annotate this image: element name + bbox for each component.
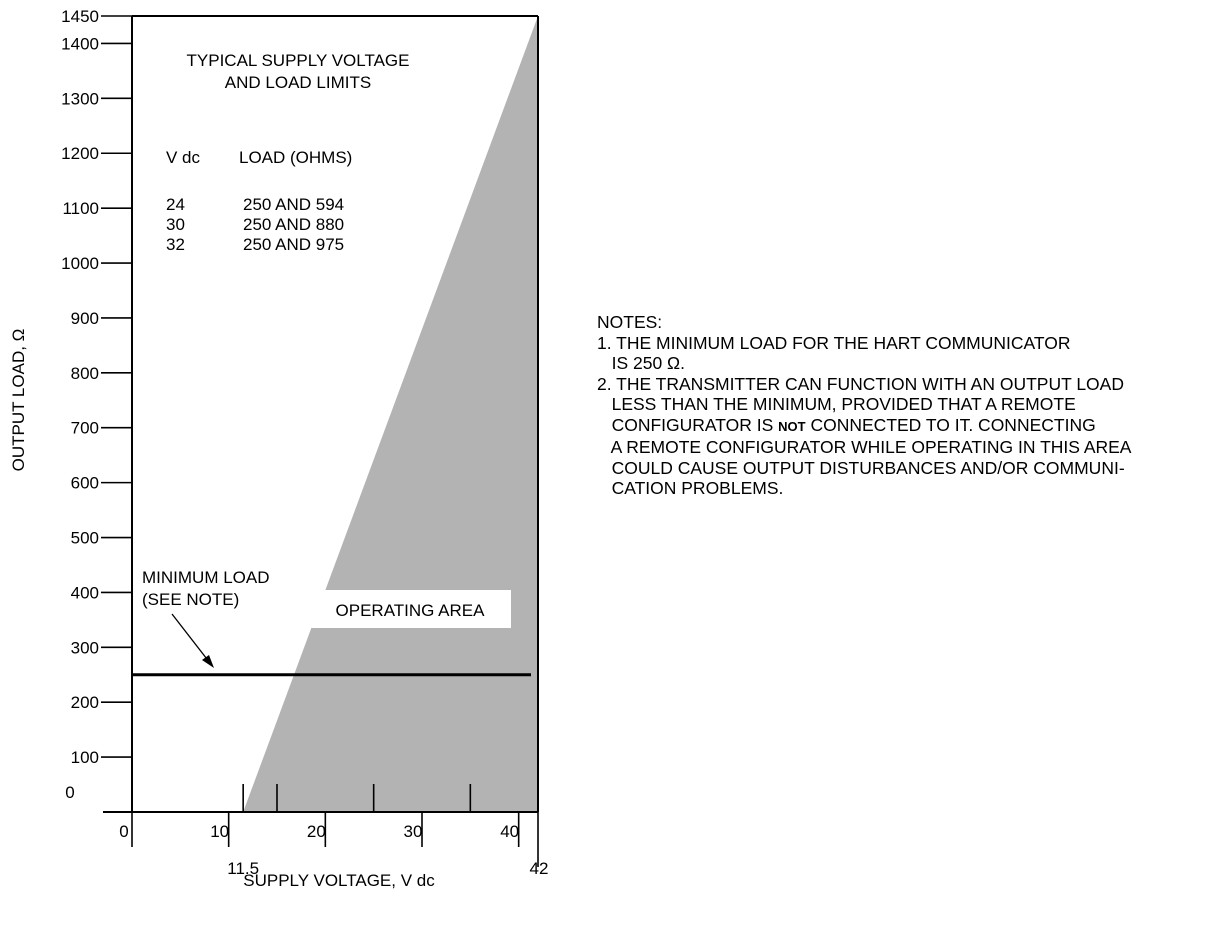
y-tick-label-500: 500 (71, 529, 99, 548)
x-tick-label-11.5: 11.5 (227, 859, 259, 878)
y-tick-label-900: 900 (71, 309, 99, 328)
y-axis-title: OUTPUT LOAD, Ω (9, 329, 28, 472)
x-tick-label-10: 10 (210, 822, 229, 841)
y-tick-label-100: 100 (71, 748, 99, 767)
note-2-line-6: CATION PROBLEMS. (597, 478, 784, 498)
y-tick-label-1400: 1400 (61, 34, 99, 53)
y-tick-label-0: 0 (65, 783, 74, 802)
note-1-line-1: 1. THE MINIMUM LOAD FOR THE HART COMMUNI… (597, 332, 1071, 353)
min-load-label-line-1: MINIMUM LOAD (142, 568, 270, 587)
operating-area-layer (243, 16, 538, 812)
y-tick-label-700: 700 (71, 419, 99, 438)
notes-block: NOTES: 1. THE MINIMUM LOAD FOR THE HART … (597, 312, 1227, 499)
note-2-line-3-start: CONFIGURATOR IS (597, 414, 779, 435)
x-tick-label-40: 40 (500, 822, 519, 841)
note-2-line-4: A REMOTE CONFIGURATOR WHILE OPERATING IN… (597, 437, 1132, 457)
table-cell-vdc-32: 32 (166, 235, 185, 254)
min-load-arrow-line (171, 613, 211, 664)
note-1-line-2: IS 250 Ω. (597, 353, 685, 373)
plot-frame-layer (131, 15, 539, 812)
note-2-line-2: LESS THAN THE MINIMUM, PROVIDED THAT A R… (597, 394, 1076, 414)
notes-heading: NOTES: (597, 312, 663, 332)
table-cell-load-32: 250 AND 975 (243, 235, 344, 254)
operating-area (243, 16, 538, 812)
x-tick-label-30: 30 (404, 822, 423, 841)
chart-title-line-2: AND LOAD LIMITS (225, 73, 371, 92)
chart-title-line-1: TYPICAL SUPPLY VOLTAGE (187, 51, 410, 70)
note-2-line-5: COULD CAUSE OUTPUT DISTURBANCES AND/OR C… (597, 457, 1125, 478)
table-header-vdc: V dc (166, 148, 201, 167)
min-load-layer: MINIMUM LOAD (SEE NOTE) (132, 568, 531, 677)
note-2-line-1: 2. THE TRANSMITTER CAN FUNCTION WITH AN … (597, 373, 1124, 394)
table-cell-load-30: 250 AND 880 (243, 215, 344, 234)
min-load-arrowhead (202, 655, 214, 668)
y-tick-label-1300: 1300 (61, 89, 99, 108)
y-tick-label-600: 600 (71, 474, 99, 493)
x-tick-label-20: 20 (307, 822, 326, 841)
note-2-line-3: CONFIGURATOR IS NOT CONNECTED TO IT. CON… (597, 415, 1227, 438)
note-2-line-3-end: CONNECTED TO IT. CONNECTING (805, 414, 1096, 435)
min-load-label-line-2: (SEE NOTE) (142, 590, 239, 609)
x-axis-layer: 0 10 20 30 40 11.5 42 (119, 784, 548, 878)
note-2-not-emphasis: NOT (778, 418, 806, 434)
table-cell-load-24: 250 AND 594 (243, 195, 344, 214)
y-tick-label-300: 300 (71, 638, 99, 657)
y-tick-label-200: 200 (71, 693, 99, 712)
x-tick-label-0: 0 (119, 822, 128, 841)
y-tick-label-1450: 1450 (61, 7, 99, 26)
operating-area-label: OPERATING AREA (336, 601, 486, 620)
y-tick-label-1100: 1100 (62, 199, 99, 218)
y-tick-label-1000: 1000 (61, 254, 99, 273)
y-tick-label-400: 400 (71, 583, 99, 602)
y-tick-label-800: 800 (71, 364, 99, 383)
table-header-load: LOAD (OHMS) (239, 148, 352, 167)
operating-area-label-bg (309, 590, 511, 628)
y-axis-layer: 0 100 200 300 400 500 600 700 800 900 1000 1100 1200… (61, 7, 538, 813)
table-cell-vdc-24: 24 (166, 195, 185, 214)
x-axis-title: SUPPLY VOLTAGE, V dc (243, 871, 435, 890)
table-cell-vdc-30: 30 (166, 215, 185, 234)
y-tick-label-1200: 1200 (61, 144, 99, 163)
chart-text-layer: SUPPLY VOLTAGE, V dc OUTPUT LOAD, Ω TYPICA… (9, 51, 511, 890)
x-tick-label-42: 42 (530, 859, 549, 878)
